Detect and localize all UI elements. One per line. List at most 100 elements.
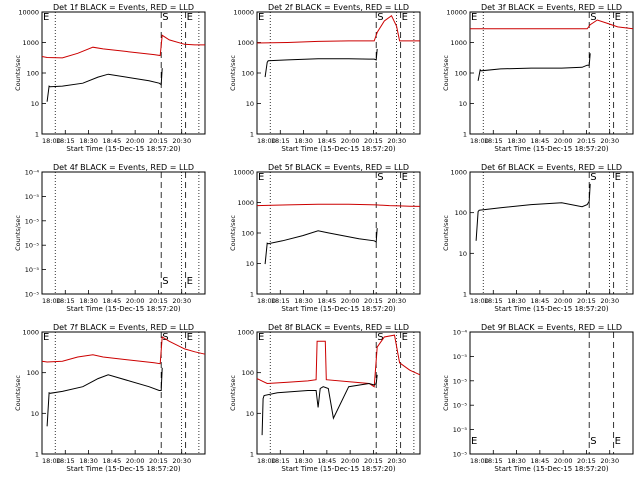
plot-frame	[256, 331, 421, 455]
x-axis-label: Start Time (15-Dec-15 18:57:20)	[494, 305, 608, 313]
y-tick-label: 10	[246, 100, 254, 108]
y-tick-label: 10	[246, 410, 254, 418]
marker-label: S	[377, 172, 383, 183]
y-tick-label: 10	[246, 260, 254, 268]
x-tick-label: 18:45	[530, 457, 549, 465]
series-line-events-black	[477, 53, 591, 81]
y-tick-label: 100	[242, 70, 254, 78]
y-tick-label: 10⁻⁵	[25, 217, 40, 225]
x-axis-label: Start Time (15-Dec-15 18:57:20)	[281, 145, 395, 153]
x-tick-label: 18:00	[42, 297, 61, 305]
y-tick-label: 100	[242, 369, 254, 377]
y-tick-label: 100	[27, 70, 39, 78]
x-tick-label: 20:00	[554, 137, 573, 145]
panel-title: Det 7f BLACK = Events, RED = LLD	[53, 323, 194, 332]
x-axis-label: Start Time (15-Dec-15 18:57:20)	[281, 465, 395, 473]
x-tick-label: 18:30	[79, 297, 98, 305]
y-tick-label: 10	[459, 100, 467, 108]
marker-label: S	[590, 172, 596, 183]
x-tick-label: 18:00	[42, 137, 61, 145]
panel-title: Det 5f BLACK = Events, RED = LLD	[268, 163, 409, 172]
x-tick-label: 20:30	[172, 137, 191, 145]
y-axis-label: Counts/sec	[14, 375, 22, 411]
x-tick-label: 20:00	[554, 297, 573, 305]
x-tick-label: 20:30	[172, 457, 191, 465]
y-tick-label: 10000	[233, 169, 254, 177]
x-tick-label: 18:45	[102, 297, 121, 305]
marker-label: E	[187, 12, 193, 23]
x-tick-label: 20:00	[126, 137, 145, 145]
x-tick-label: 20:15	[149, 137, 168, 145]
marker-label: E	[615, 172, 621, 183]
marker-label: S	[162, 276, 168, 287]
x-tick-label: 18:00	[470, 297, 489, 305]
marker-label: E	[187, 276, 193, 287]
x-tick-label: 18:30	[79, 457, 98, 465]
plot-frame	[469, 331, 634, 455]
marker-label: E	[402, 332, 408, 343]
y-tick-label: 10⁻⁵	[453, 402, 468, 410]
marker-label: E	[258, 332, 264, 343]
y-axis-label: Counts/sec	[229, 215, 237, 251]
x-tick-label: 20:00	[126, 457, 145, 465]
x-tick-label: 18:45	[102, 457, 121, 465]
panel-det-8: Det 8f BLACK = Events, RED = LLD18:0018:…	[229, 323, 421, 473]
x-axis-label: Start Time (15-Dec-15 18:57:20)	[66, 145, 180, 153]
x-tick-label: 18:45	[317, 137, 336, 145]
marker-label: E	[43, 332, 49, 343]
panel-title: Det 6f BLACK = Events, RED = LLD	[481, 163, 622, 172]
y-tick-label: 10⁻⁵	[453, 353, 468, 361]
panel-det-9: Det 9f BLACK = Events, RED = LLD18:0018:…	[442, 323, 634, 473]
marker-label: S	[162, 12, 168, 23]
y-axis-label: Counts/sec	[229, 375, 237, 411]
x-tick-label: 20:15	[149, 457, 168, 465]
y-tick-label: 1	[35, 451, 39, 459]
marker-label: E	[402, 12, 408, 23]
x-tick-label: 20:15	[577, 457, 596, 465]
plot-frame	[469, 11, 634, 135]
y-axis-label: Counts/sec	[442, 215, 450, 251]
series-line-lld-red	[41, 336, 206, 365]
x-tick-label: 18:30	[294, 137, 313, 145]
series-line-events-black	[264, 228, 378, 265]
x-tick-label: 20:30	[387, 457, 406, 465]
marker-label: E	[471, 436, 477, 447]
y-tick-label: 100	[455, 70, 467, 78]
y-tick-label: 1	[463, 291, 467, 299]
x-tick-label: 20:00	[554, 457, 573, 465]
y-tick-label: 10⁻⁵	[453, 377, 468, 385]
x-axis-label: Start Time (15-Dec-15 18:57:20)	[66, 465, 180, 473]
marker-label: E	[402, 172, 408, 183]
series-line-events-black	[46, 68, 163, 102]
series-line-events-black	[46, 367, 163, 427]
series-line-events-black	[261, 374, 378, 436]
x-tick-label: 18:15	[271, 297, 290, 305]
x-tick-label: 18:15	[56, 457, 75, 465]
y-tick-label: 1000	[22, 329, 39, 337]
y-tick-label: 1	[250, 291, 254, 299]
marker-label: E	[43, 12, 49, 23]
x-tick-label: 18:45	[530, 137, 549, 145]
x-axis-label: Start Time (15-Dec-15 18:57:20)	[494, 145, 608, 153]
marker-label: E	[615, 436, 621, 447]
panel-det-5: Det 5f BLACK = Events, RED = LLD18:0018:…	[229, 163, 421, 313]
marker-label: S	[377, 332, 383, 343]
x-tick-label: 18:45	[317, 457, 336, 465]
y-tick-label: 10⁻⁴	[25, 169, 40, 177]
marker-label: S	[377, 12, 383, 23]
series-line-lld-red	[470, 19, 634, 30]
y-tick-label: 1	[463, 131, 467, 139]
plot-frame	[41, 11, 206, 135]
y-tick-label: 1000	[450, 39, 467, 47]
panel-det-1: Det 1f BLACK = Events, RED = LLD18:0018:…	[14, 3, 206, 153]
x-tick-label: 18:00	[42, 457, 61, 465]
panel-det-6: Det 6f BLACK = Events, RED = LLD18:0018:…	[442, 163, 634, 313]
marker-label: S	[590, 436, 596, 447]
x-tick-label: 20:00	[341, 457, 360, 465]
x-tick-label: 20:30	[600, 457, 619, 465]
y-tick-label: 10	[459, 250, 467, 258]
y-tick-label: 10⁻⁴	[453, 329, 468, 337]
y-tick-label: 10000	[446, 9, 467, 17]
y-tick-label: 10⁻⁵	[25, 193, 40, 201]
